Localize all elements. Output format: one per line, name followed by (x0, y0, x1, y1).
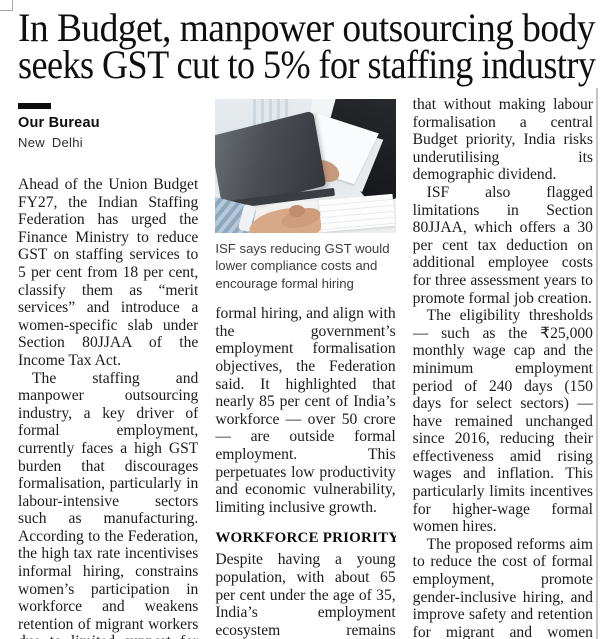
article-paragraph: formal hiring, and align with the govern… (215, 305, 396, 516)
section-subhead: WORKFORCE PRIORITY (215, 530, 396, 547)
column-2: ISF says reducing GST would lower compli… (215, 96, 396, 639)
article-headline: In Budget, manpower outsourcing body see… (0, 0, 611, 87)
photo-notebook (318, 193, 395, 233)
byline: Our Bureau (18, 115, 100, 131)
headline-line-2: seeks GST cut to 5% for staffing industr… (18, 42, 596, 87)
dateline: New Delhi (18, 135, 83, 150)
column-1: Our Bureau New Delhi Ahead of the Union … (18, 96, 198, 639)
column-1-body: Ahead of the Union Budget FY27, the Indi… (18, 176, 198, 639)
article-paragraph: The eligibility thresholds — such as the… (412, 307, 593, 536)
column-rule (596, 88, 598, 639)
article-paragraph: Ahead of the Union Budget FY27, the Indi… (18, 176, 199, 369)
article-paragraph: Despite having a young population, with … (215, 551, 396, 639)
article-photo (215, 99, 396, 233)
article-paragraph: ISF also flagged limitations in Section … (412, 183, 593, 307)
byline-kicker-bar (18, 103, 51, 109)
headline-line-1: In Budget, manpower outsourcing body (18, 5, 596, 50)
crop-mark-vertical (12, 0, 13, 11)
article-paragraph: The staffing and manpower outsourcing in… (18, 369, 199, 639)
article-columns: Our Bureau New Delhi Ahead of the Union … (18, 96, 593, 639)
column-2-body: formal hiring, and align with the govern… (215, 305, 395, 639)
column-3: that without making labour formalisation… (413, 96, 593, 639)
article-paragraph: The proposed reforms aim to reduce the c… (412, 535, 593, 639)
article-paragraph: that without making labour formalisation… (412, 96, 593, 184)
crop-mark-horizontal (0, 10, 12, 11)
photo-caption: ISF says reducing GST would lower compli… (215, 241, 390, 291)
photo-thumb (289, 205, 306, 217)
